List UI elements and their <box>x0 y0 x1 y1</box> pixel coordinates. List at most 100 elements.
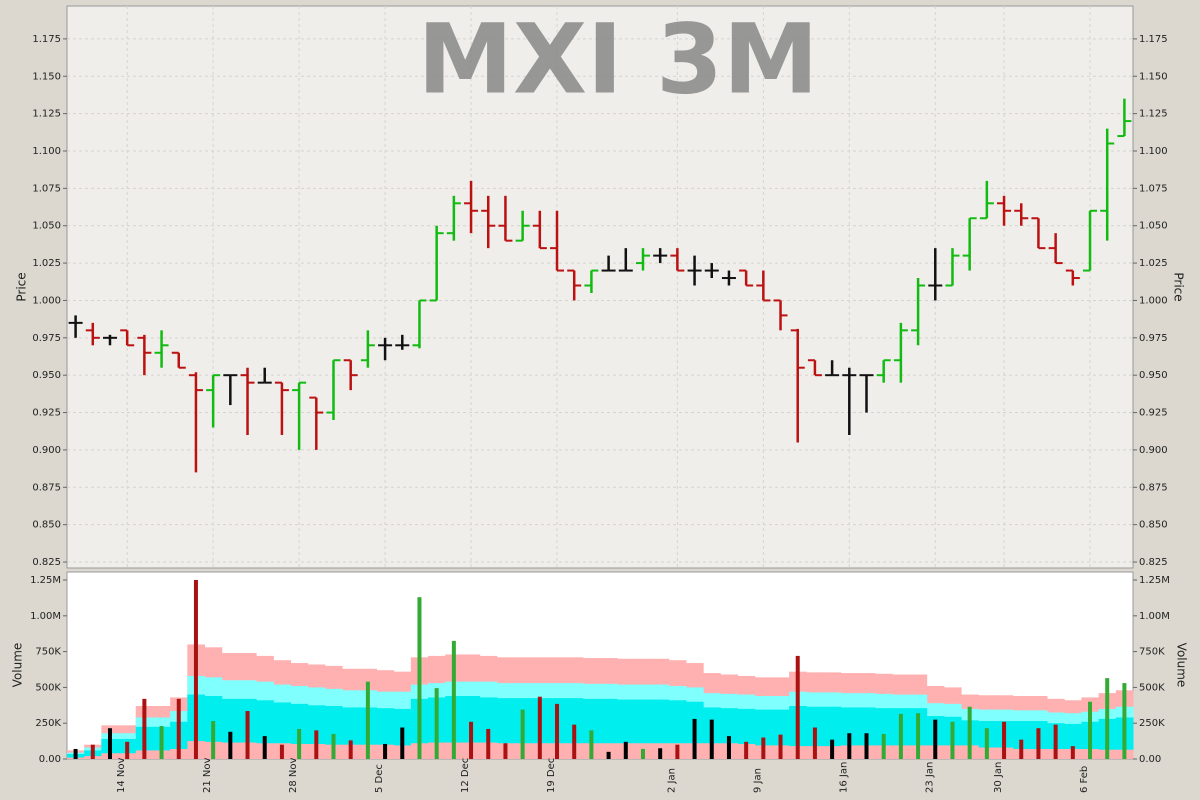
x-tick-label: 12 Dec <box>460 758 471 793</box>
x-tick-label: 30 Jan <box>993 762 1004 793</box>
volume-bar <box>159 726 164 759</box>
x-tick-label: 9 Jan <box>752 768 763 793</box>
y-tick-label: 0.925 <box>32 408 61 419</box>
volume-bar <box>107 728 112 759</box>
volume-bar <box>555 703 560 759</box>
y-tick-label-right: 0.875 <box>1139 482 1168 493</box>
x-tick-label: 14 Nov <box>116 757 127 793</box>
y-tick-label: 1.125 <box>32 109 61 120</box>
volume-bar <box>572 724 577 759</box>
volume-bar <box>916 713 921 759</box>
y-tick-label: 0.950 <box>32 370 61 381</box>
volume-bar <box>331 733 336 759</box>
y-tick-label-right: 1.100 <box>1139 146 1168 157</box>
x-tick-label: 5 Dec <box>374 764 385 793</box>
y-tick-label-right: 1.00M <box>1139 611 1170 622</box>
volume-bar <box>984 728 989 759</box>
volume-bar <box>1002 721 1007 759</box>
volume-bar <box>400 727 405 759</box>
volume-axis-label: Volume <box>11 643 25 688</box>
volume-bar <box>279 744 284 759</box>
volume-bar <box>847 733 852 759</box>
volume-bar <box>726 736 731 759</box>
y-tick-label: 1.150 <box>32 71 61 82</box>
x-tick-label: 6 Feb <box>1079 766 1090 793</box>
volume-bar <box>125 741 130 759</box>
y-axis-label-right: Price <box>1172 272 1186 301</box>
volume-bar <box>692 718 697 759</box>
volume-bar <box>434 688 439 759</box>
y-axis-label: Price <box>15 272 29 301</box>
volume-bar <box>1036 728 1041 759</box>
volume-bar <box>211 721 216 759</box>
volume-bar <box>1122 683 1127 759</box>
volume-bar <box>417 597 422 759</box>
volume-bar <box>812 727 817 759</box>
y-tick-label-right: 1.000 <box>1139 295 1168 306</box>
y-tick-label: 500K <box>35 682 61 693</box>
volume-bar <box>881 733 886 759</box>
volume-bar <box>245 711 250 759</box>
volume-bar <box>795 655 800 759</box>
volume-bar <box>451 640 456 759</box>
y-tick-label: 1.00M <box>30 611 61 622</box>
volume-bar <box>262 736 267 759</box>
x-tick-label: 23 Jan <box>924 762 935 793</box>
volume-bar <box>658 748 663 759</box>
volume-bar <box>1070 746 1075 759</box>
volume-bar <box>675 744 680 759</box>
y-tick-label-right: 0.825 <box>1139 557 1168 568</box>
volume-bar <box>898 713 903 759</box>
y-tick-label: 1.25M <box>30 575 61 586</box>
volume-bar <box>778 734 783 759</box>
x-tick-label: 19 Dec <box>546 758 557 793</box>
volume-bar <box>1019 739 1024 759</box>
y-tick-label-right: 1.175 <box>1139 34 1168 45</box>
y-tick-label-right: 500K <box>1139 682 1165 693</box>
volume-bar <box>606 751 611 759</box>
volume-bar <box>503 743 508 759</box>
y-tick-label-right: 750K <box>1139 647 1165 658</box>
y-tick-label-right: 1.025 <box>1139 258 1168 269</box>
y-tick-label: 750K <box>35 647 61 658</box>
volume-bar <box>589 730 594 759</box>
volume-bar <box>176 698 181 759</box>
y-tick-label-right: 0.950 <box>1139 370 1168 381</box>
volume-band <box>823 706 842 759</box>
volume-bar <box>1088 701 1093 759</box>
y-tick-label: 0.00 <box>39 754 61 765</box>
volume-bar <box>761 737 766 759</box>
volume-bar <box>297 728 302 759</box>
volume-bar <box>830 739 835 759</box>
volume-bar <box>640 748 645 759</box>
y-tick-label-right: 1.25M <box>1139 575 1170 586</box>
volume-bar <box>950 721 955 759</box>
y-tick-label-right: 1.050 <box>1139 221 1168 232</box>
y-tick-label: 0.825 <box>32 557 61 568</box>
volume-bar <box>228 731 233 759</box>
y-tick-label-right: 1.125 <box>1139 109 1168 120</box>
volume-bar <box>365 681 370 759</box>
y-tick-label-right: 1.150 <box>1139 71 1168 82</box>
y-tick-label: 1.000 <box>32 295 61 306</box>
volume-bar <box>486 728 491 759</box>
y-tick-label-right: 1.075 <box>1139 183 1168 194</box>
y-tick-label-right: 0.900 <box>1139 445 1168 456</box>
volume-bar <box>537 696 542 759</box>
volume-band <box>600 743 618 759</box>
y-tick-label: 250K <box>35 718 61 729</box>
y-tick-label-right: 0.850 <box>1139 520 1168 531</box>
volume-bar <box>933 719 938 759</box>
volume-bar <box>709 719 714 759</box>
y-tick-label: 0.900 <box>32 445 61 456</box>
y-tick-label-right: 250K <box>1139 718 1165 729</box>
volume-bar <box>348 740 353 759</box>
y-tick-label: 1.175 <box>32 34 61 45</box>
chart-title: MXI 3M <box>417 3 818 115</box>
y-tick-label-right: 0.00 <box>1139 754 1161 765</box>
volume-bar <box>967 706 972 759</box>
volume-axis-label-right: Volume <box>1175 643 1189 688</box>
y-tick-label: 0.850 <box>32 520 61 531</box>
volume-bar <box>623 741 628 759</box>
volume-bar <box>90 744 95 759</box>
